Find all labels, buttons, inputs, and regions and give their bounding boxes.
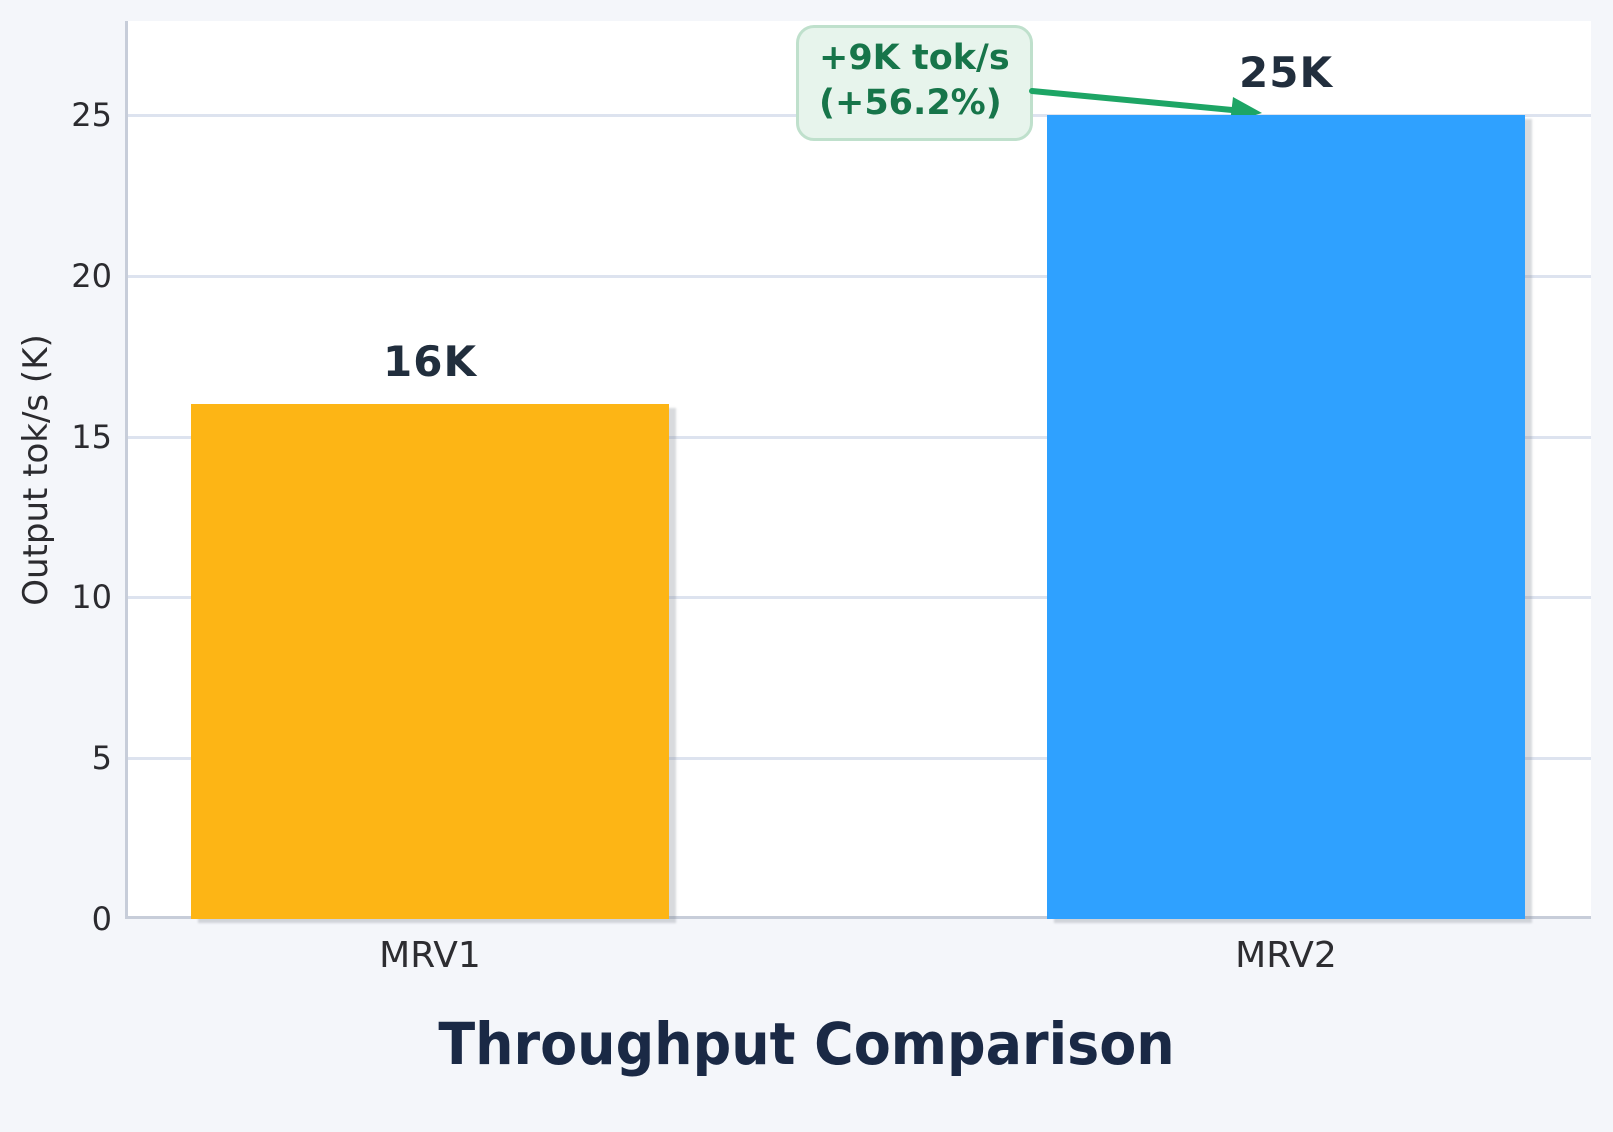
y-tick-label-25: 25: [71, 96, 112, 134]
gain-annotation-box: +9K tok/s (+56.2%): [796, 25, 1033, 141]
x-tick-label-mrv2: MRV2: [1235, 935, 1337, 976]
gridline-5: [128, 757, 1591, 761]
gridline-10: [128, 596, 1591, 600]
value-label-mrv1: 16K: [383, 337, 477, 387]
gridline-20: [128, 274, 1591, 278]
value-label-mrv2: 25K: [1239, 48, 1333, 97]
chart-title: Throughput Comparison: [438, 1010, 1175, 1078]
x-tick-label-mrv1: MRV1: [379, 935, 481, 976]
bar-mrv2: [1047, 115, 1525, 919]
bar-mrv1: [191, 404, 669, 919]
y-tick-label-0: 0: [91, 900, 112, 938]
y-axis-label: Output tok/s (K): [16, 334, 56, 606]
gridline-15: [128, 435, 1591, 439]
gain-annotation-line2: (+56.2%): [819, 83, 1002, 123]
y-tick-label-20: 20: [71, 256, 112, 295]
y-tick-label-10: 10: [71, 578, 112, 617]
y-tick-label-15: 15: [71, 417, 112, 456]
y-tick-label-5: 5: [91, 739, 112, 778]
gain-annotation-line1: +9K tok/s: [819, 38, 1010, 78]
